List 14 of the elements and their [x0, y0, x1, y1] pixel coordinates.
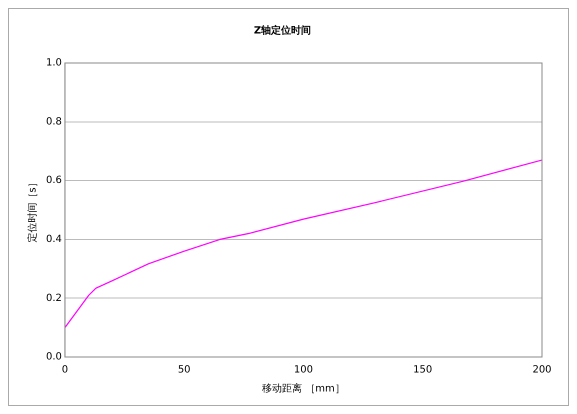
y-tick-label: 0.2: [46, 292, 62, 304]
y-tick-label: 1.0: [46, 58, 62, 69]
x-tick-label: 0: [62, 364, 68, 376]
chart-title: Z轴定位时间: [254, 24, 312, 37]
y-tick-label: 0.4: [46, 234, 62, 245]
y-tick-label: 0.8: [46, 116, 62, 128]
y-axis-title: 定位时间［s］: [26, 177, 39, 243]
x-tick-label: 200: [532, 364, 552, 376]
x-axis-title: 移动距离 ［mm］: [262, 382, 345, 395]
x-tick-label: 100: [294, 364, 313, 376]
y-tick-label: 0.6: [46, 175, 62, 186]
x-tick-label: 50: [178, 364, 191, 376]
y-tick-label: 0.0: [46, 352, 62, 363]
x-tick-label: 150: [413, 364, 432, 376]
